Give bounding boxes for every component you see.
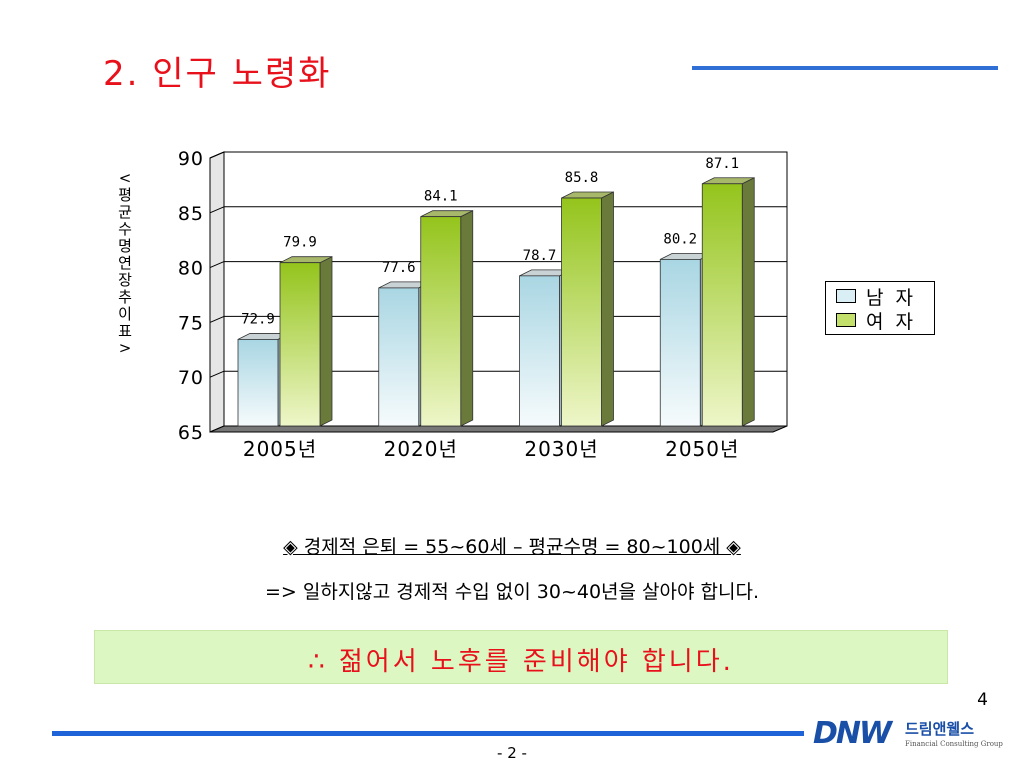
bar-male-2005년	[237, 339, 279, 427]
company-logo: DNW 드림앤웰스 Financial Consulting Group	[813, 716, 1003, 756]
y-tick-label: 85	[178, 203, 204, 225]
gridline-side	[209, 315, 225, 323]
gridline-side	[209, 370, 225, 378]
data-label: 80.2	[663, 231, 697, 247]
page-number: - 2 -	[497, 744, 527, 762]
bar-female-2020년	[420, 216, 462, 427]
legend-item-female: 여 자	[836, 309, 916, 333]
bar-male-2050년	[659, 259, 701, 427]
legend-swatch-female	[836, 313, 856, 327]
y-tick-label: 70	[178, 367, 204, 389]
bar-female-2005년	[279, 262, 321, 427]
y-tick-label: 90	[178, 148, 204, 170]
x-tick-label: 2020년	[384, 437, 458, 461]
income-statement: => 일하지않고 경제적 수입 없이 30~40년을 살아야 합니다.	[264, 581, 760, 603]
bar-female-2050년	[701, 183, 743, 427]
logo-mark: DNW	[813, 716, 892, 751]
x-tick-label: 2030년	[524, 437, 598, 461]
legend-label-male: 남 자	[866, 286, 916, 309]
bar-male-2020년	[378, 287, 420, 427]
gridline-side	[209, 151, 225, 159]
x-tick-label: 2050년	[665, 437, 739, 461]
slide-title: 2. 인구 노령화	[103, 54, 332, 94]
chart-side-wall	[209, 151, 225, 433]
bar-side	[741, 177, 755, 427]
bar-male-2030년	[519, 275, 560, 427]
data-label: 79.9	[283, 235, 317, 251]
conclusion-text: ∴ 젊어서 노후를 준비해야 합니다.	[308, 647, 734, 677]
y-tick-label: 75	[178, 312, 204, 334]
data-label: 77.6	[382, 260, 416, 276]
legend-label-female: 여 자	[866, 310, 916, 333]
y-tick-label: 80	[178, 258, 204, 280]
chart-ylabel: <평균수명 연장 추이표>	[118, 169, 132, 357]
conclusion-box: ∴ 젊어서 노후를 준비해야 합니다.	[94, 630, 948, 684]
retirement-statement: ◈ 경제적 은퇴 = 55~60세 – 평균수명 = 80~100세 ◈	[283, 536, 741, 558]
legend-item-male: 남 자	[836, 285, 916, 309]
logo-name-ko: 드림앤웰스	[905, 720, 975, 738]
title-rule	[692, 66, 998, 70]
data-label: 87.1	[705, 156, 739, 172]
logo-name-en: Financial Consulting Group	[905, 740, 1003, 748]
bar-side	[460, 210, 474, 427]
gridline-side	[209, 206, 225, 214]
y-tick-label: 65	[178, 422, 204, 444]
population-aging-chart: 65 70 75 80 85 90 72.9 79.9 2005년 77.6 84.1 2020년 78…	[178, 148, 788, 461]
legend-swatch-male	[836, 289, 856, 303]
x-tick-label: 2005년	[243, 437, 317, 461]
footer-rule	[52, 731, 804, 736]
chart-legend: 남 자 여 자	[825, 281, 935, 335]
bar-side	[601, 191, 614, 427]
data-label: 84.1	[424, 189, 458, 205]
data-label: 85.8	[565, 170, 599, 186]
bar-female-2030년	[561, 197, 602, 427]
data-label: 72.9	[241, 311, 275, 327]
data-label: 78.7	[523, 248, 557, 264]
slide-number: 4	[977, 690, 988, 710]
gridline-side	[209, 261, 225, 269]
bar-side	[319, 256, 333, 427]
chart-floor	[209, 425, 788, 433]
